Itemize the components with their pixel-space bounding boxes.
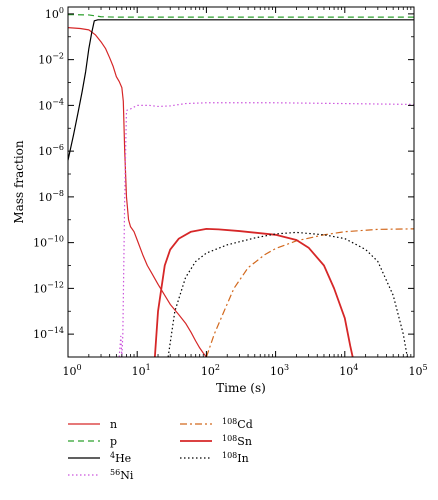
legend-item-he4: 4He [68,451,131,465]
series-line-n [68,27,207,357]
x-tick-label: 103 [270,363,289,378]
x-tick-label: 102 [201,363,220,378]
legend-label-ni56: 56Ni [110,468,134,482]
y-axis-label: Mass fraction [12,140,26,224]
y-tick-label: 10−6 [38,143,64,158]
legend-label-cd108: 108Cd [222,417,253,431]
legend-item-cd108: 108Cd [180,417,253,431]
legend-label-sn108: 108Sn [222,434,252,448]
y-tick-label: 10−12 [33,280,64,295]
y-tick-label: 10−4 [38,97,64,112]
tick-layer: 100 101 102 103 104 105 100 10−2 10−4 10−6 10−8 10−… [33,6,427,378]
series-line-sn108 [153,227,354,357]
legend-item-in108: 108In [180,451,249,465]
y-tick-label: 10−14 [33,326,64,341]
series-line-ni56 [118,102,414,357]
y-tick-label: 10−10 [33,235,64,250]
x-tick-label: 105 [408,363,427,378]
series-line-p [68,14,414,18]
legend-item-sn108: 108Sn [180,434,252,448]
series-line-in108 [167,231,408,357]
y-tick-label: 100 [45,6,64,21]
x-axis-label: Time (s) [216,381,266,395]
legend-label-p: p [110,435,117,448]
legend: np 4He 56Ni 108Cd 108Sn 108In [68,417,253,482]
legend-label-n: n [110,418,117,431]
y-tick-label: 10−8 [38,189,64,204]
x-tick-label: 104 [339,363,358,378]
plot-frame [67,6,415,358]
legend-item-ni56: 56Ni [68,468,134,482]
legend-label-in108: 108In [222,451,249,465]
legend-item-p: p [68,435,117,448]
y-tick-label: 10−2 [38,52,64,67]
series-line-cd108 [205,228,414,357]
series-line-he4 [68,19,414,161]
x-tick-label: 101 [132,363,151,378]
x-tick-label: 100 [62,363,81,378]
series-layer [68,14,414,357]
legend-label-he4: 4He [110,451,131,465]
legend-item-n: n [68,418,117,431]
